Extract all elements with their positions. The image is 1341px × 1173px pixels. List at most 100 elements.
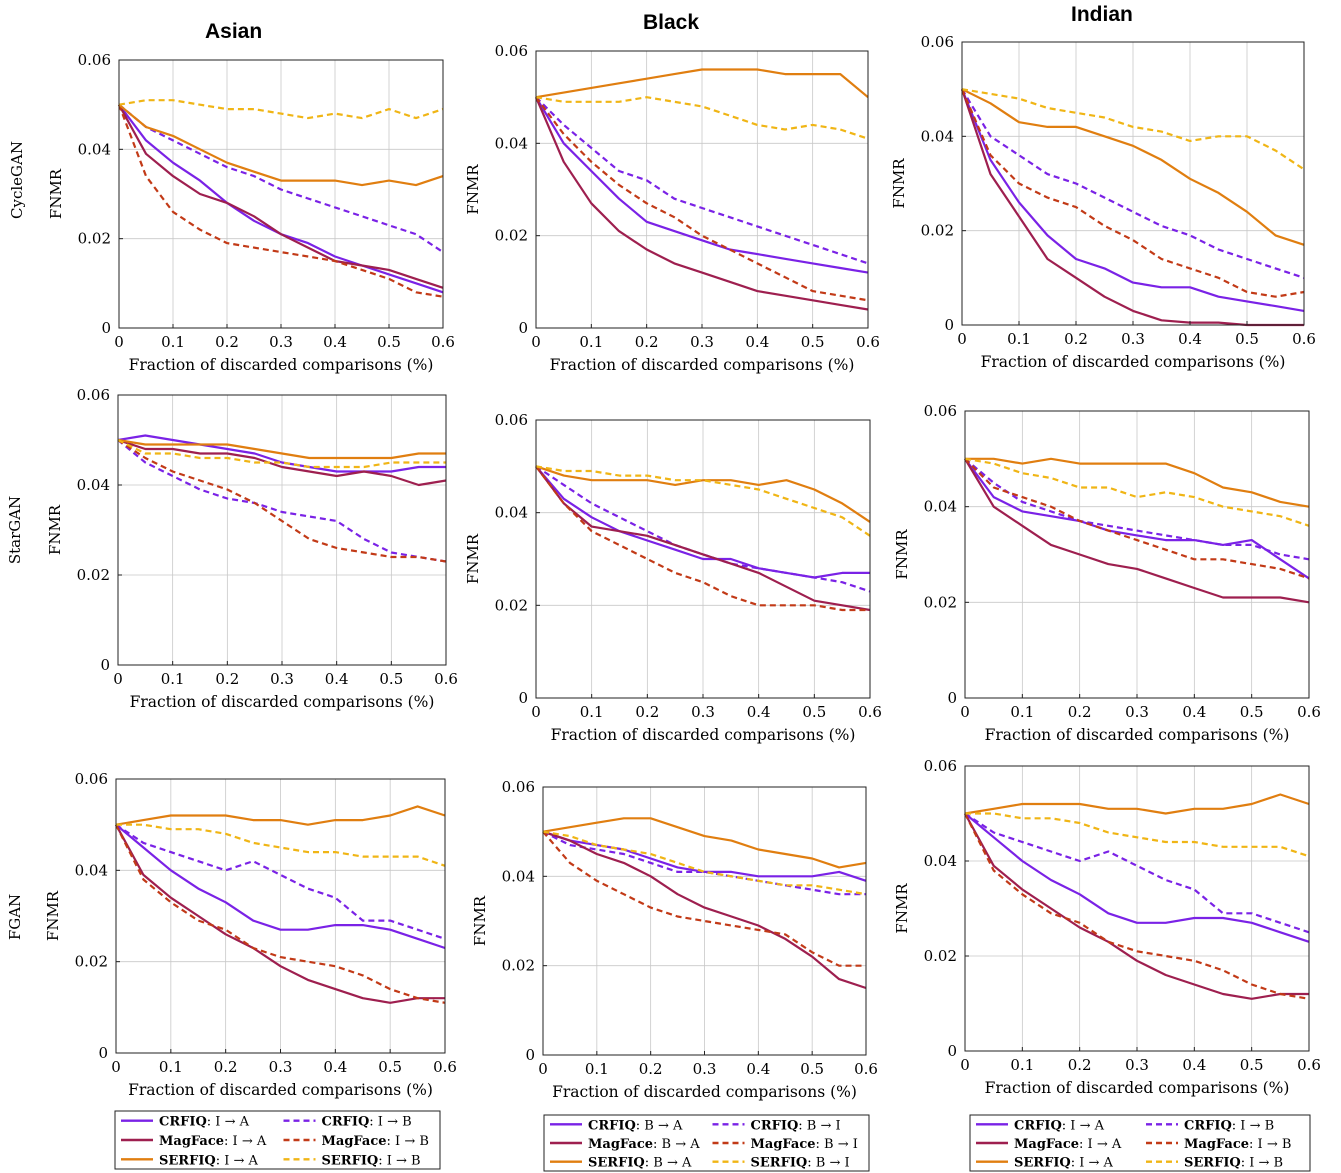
series-serfiq-solid (118, 103, 444, 187)
y-axis-label: FNMR (893, 883, 911, 934)
series-magface-dashed (964, 458, 1310, 580)
y-tick-label: 0.06 (75, 770, 108, 788)
x-tick-label: 0.1 (1010, 703, 1034, 721)
series-serfiq-dashed (965, 812, 1310, 858)
x-tick-label: 0.5 (802, 703, 826, 721)
series-crfiq-dashed (964, 457, 1310, 561)
y-tick-label: 0.06 (502, 778, 535, 796)
series-magface-solid (117, 438, 447, 487)
x-tick-label: 0.6 (434, 670, 458, 688)
y-tick-label: 0.04 (78, 140, 111, 158)
x-tick-label: 0.3 (270, 670, 294, 688)
series-magface-dashed (964, 813, 1310, 1000)
y-tick-label: 0.06 (495, 411, 528, 429)
chart-stargan-black: 0 0.1 0.2 0.3 0.4 0.5 0.6 0 0.02 0.04 0.06 Fraction… (464, 411, 882, 744)
chart-fgan-asian: 0 0.1 0.2 0.3 0.4 0.5 0.6 0 0.02 0.04 0.06 Fraction… (44, 770, 457, 1099)
legend-entry-label: CRFIQ: B → I (751, 1118, 841, 1133)
series-crfiq-dashed (964, 812, 1310, 934)
chart-cyclegan-indian: 0 0.1 0.2 0.3 0.4 0.5 0.6 0 0.02 0.04 0.06 Fraction… (890, 33, 1316, 371)
x-axis-label: Fraction of discarded comparisons (%) (985, 1079, 1290, 1097)
series-serfiq-dashed (116, 823, 446, 867)
legend-entry-label: MagFace: I → B (322, 1134, 429, 1149)
y-tick-label: 0.04 (495, 504, 528, 522)
series-serfiq-solid (115, 805, 446, 826)
legend-entry-label: SERFIQ: I → A (159, 1153, 259, 1168)
series-serfiq-solid (535, 68, 869, 99)
x-tick-label: 0.1 (161, 333, 185, 351)
legend-frame (543, 1114, 870, 1172)
y-tick-label: 0 (947, 1042, 957, 1060)
series-magface-solid (534, 96, 869, 311)
legend-frame (114, 1110, 441, 1170)
x-tick-label: 0.5 (1240, 703, 1264, 721)
series-magface-solid (535, 465, 871, 612)
series-serfiq-dashed (961, 88, 1305, 171)
x-tick-label: 0.2 (635, 333, 659, 351)
legend-entry-label: MagFace: I → B (1184, 1137, 1291, 1152)
y-axis-label: FNMR (464, 533, 482, 584)
series-magface-solid (964, 458, 1310, 604)
series-magface-dashed (960, 88, 1305, 298)
series-crfiq-solid (964, 812, 1310, 943)
y-tick-label: 0.06 (78, 51, 111, 69)
x-tick-label: 0 (531, 703, 541, 721)
x-tick-label: 0.4 (323, 333, 347, 351)
x-tick-label: 0 (111, 1058, 121, 1076)
series-crfiq-solid (117, 434, 446, 473)
x-tick-label: 0.2 (1064, 330, 1088, 348)
x-tick-label: 0.4 (325, 670, 349, 688)
series-magface-dashed (535, 96, 869, 302)
x-tick-label: 0.3 (691, 703, 715, 721)
series-serfiq-solid (535, 465, 871, 523)
x-tick-label: 0.5 (800, 1060, 824, 1078)
y-tick-label: 0.04 (75, 861, 108, 879)
x-tick-label: 0.3 (269, 333, 293, 351)
x-tick-label: 0.1 (585, 1060, 609, 1078)
x-tick-label: 0.2 (1068, 1056, 1092, 1074)
chart-cyclegan-asian: 0 0.1 0.2 0.3 0.4 0.5 0.6 0 0.02 0.04 0.06 Fraction… (47, 51, 455, 374)
y-tick-label: 0 (525, 1046, 535, 1064)
series-serfiq-solid (964, 793, 1310, 815)
x-tick-label: 0.3 (1121, 330, 1145, 348)
y-axis-label: FNMR (47, 168, 65, 219)
x-tick-label: 0.5 (1240, 1056, 1264, 1074)
x-tick-label: 0.1 (1010, 1056, 1034, 1074)
legend-entry-label: SERFIQ: B → I (751, 1156, 850, 1171)
series-crfiq-solid (535, 96, 869, 274)
x-axis-label: Fraction of discarded comparisons (%) (985, 726, 1290, 744)
x-tick-label: 0 (538, 1060, 548, 1078)
x-tick-label: 0.2 (214, 1058, 238, 1076)
series-magface-dashed (535, 465, 870, 612)
y-axis-label: FNMR (464, 164, 482, 215)
column-title-asian: Asian (205, 20, 263, 43)
y-tick-label: 0.02 (502, 957, 535, 975)
legend-entry-label: MagFace: B → I (751, 1137, 858, 1152)
y-tick-label: 0.06 (924, 402, 957, 420)
series-magface-dashed (117, 439, 447, 563)
series-serfiq-dashed (964, 457, 1310, 527)
y-tick-label: 0.04 (924, 498, 957, 516)
y-axis-label: FNMR (471, 895, 489, 946)
y-tick-label: 0.04 (502, 867, 535, 885)
x-tick-label: 0.4 (1182, 703, 1206, 721)
series-magface-solid (542, 830, 867, 990)
row-label-stargan: StarGAN (6, 496, 24, 564)
y-tick-label: 0.02 (77, 566, 110, 584)
series-crfiq-dashed (961, 88, 1305, 279)
y-tick-label: 0.02 (78, 230, 111, 248)
x-tick-label: 0.2 (639, 1060, 663, 1078)
x-tick-label: 0.3 (1125, 1056, 1149, 1074)
legend-entry-label: SERFIQ: I → B (1184, 1156, 1283, 1171)
x-tick-label: 0.4 (1182, 1056, 1206, 1074)
x-tick-label: 0.2 (635, 703, 659, 721)
legend-entry-label: MagFace: B → A (588, 1137, 700, 1152)
series-magface-solid (964, 812, 1309, 1000)
x-tick-label: 0.3 (693, 1060, 717, 1078)
legend-entry-label: CRFIQ: I → B (322, 1115, 412, 1130)
series-serfiq-dashed (542, 830, 867, 896)
legend-entry-label: CRFIQ: I → A (159, 1115, 250, 1130)
x-tick-label: 0.5 (377, 333, 401, 351)
x-tick-label: 0.1 (161, 670, 185, 688)
y-axis-label: FNMR (890, 158, 908, 209)
series-magface-dashed (115, 824, 446, 1004)
